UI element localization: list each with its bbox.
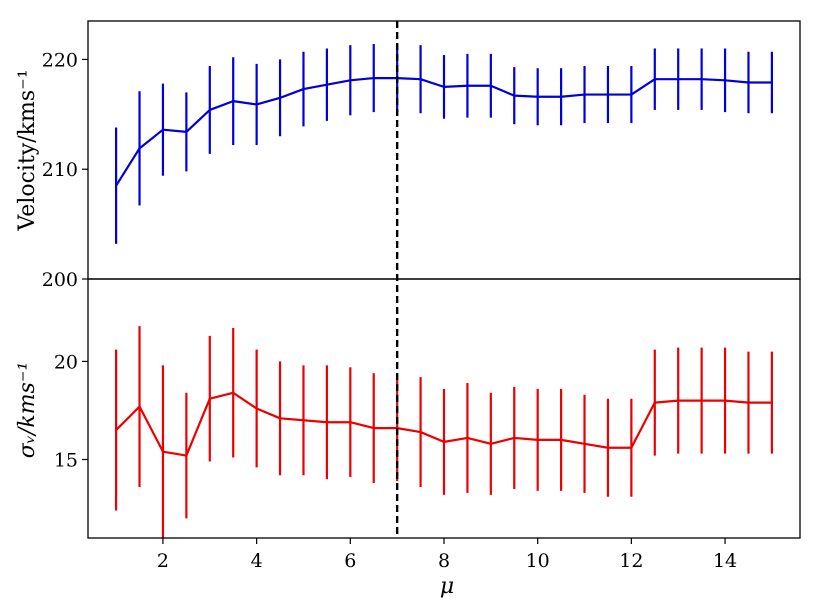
bottom-data-point	[208, 397, 211, 400]
top-data-point	[560, 95, 563, 98]
top-y-tick-label: 200	[42, 269, 78, 291]
x-axis-label: μ	[440, 574, 454, 599]
bottom-x-tick-label: 4	[251, 550, 263, 572]
bottom-data-point	[489, 442, 492, 445]
bottom-data-point	[723, 399, 727, 402]
top-data-point	[677, 78, 680, 81]
top-data-point	[372, 76, 375, 80]
bottom-data-point	[560, 438, 563, 441]
top-data-point	[536, 95, 539, 98]
panel-frames	[87, 20, 801, 539]
bottom-panel-frame	[87, 278, 801, 539]
bottom-data-point	[138, 405, 141, 408]
bottom-data-point	[325, 421, 328, 424]
bottom-y-axis-label: σᵥ/kms⁻¹	[15, 362, 40, 459]
top-y-tick-label: 210	[42, 159, 78, 181]
bottom-data-point	[583, 442, 586, 445]
bottom-data-point	[700, 399, 703, 402]
bottom-x-tick-label: 2	[157, 550, 169, 572]
bottom-data-point	[536, 438, 539, 441]
top-data-point	[161, 128, 165, 131]
bottom-data-point	[302, 419, 305, 422]
bottom-data-point	[255, 407, 258, 410]
bottom-panel: 15 20 2 4 6 8 10 12 14	[54, 326, 773, 572]
bottom-data-point	[372, 427, 375, 430]
top-data-point	[302, 87, 305, 91]
top-data-point	[513, 94, 516, 97]
bottom-data-point	[606, 446, 610, 449]
bottom-x-tick-label: 8	[438, 550, 450, 572]
bottom-data-point	[466, 436, 469, 440]
bottom-data-point	[419, 430, 422, 434]
top-data-point	[466, 84, 469, 87]
top-data-point	[606, 93, 610, 96]
top-data-point	[208, 108, 211, 112]
bottom-y-tick-label: 15	[54, 450, 78, 472]
bottom-data-point	[442, 440, 446, 443]
bottom-y-tick-label: 20	[54, 351, 78, 373]
top-data-point	[653, 78, 656, 81]
bottom-data-point	[115, 428, 118, 432]
bottom-x-tick-label: 10	[526, 550, 550, 572]
top-data-point	[747, 81, 750, 84]
top-data-point	[185, 130, 188, 133]
bottom-data-point	[232, 391, 235, 394]
top-y-axis-label: Velocity/kms⁻¹	[15, 69, 40, 231]
top-data-point	[115, 184, 118, 187]
bottom-data-point	[161, 450, 165, 453]
bottom-data-point	[653, 401, 656, 404]
bottom-x-tick-label: 14	[713, 550, 737, 572]
top-data-point	[700, 78, 703, 81]
top-data-point	[232, 100, 235, 103]
bottom-data-point	[677, 399, 680, 402]
bottom-x-tick-label: 6	[344, 550, 356, 572]
top-data-point	[442, 85, 446, 88]
top-data-point	[770, 81, 773, 84]
top-data-point	[419, 78, 422, 81]
top-panel: 200 210 220	[42, 44, 773, 291]
top-data-point	[255, 103, 258, 106]
bottom-data-point	[747, 401, 750, 404]
top-data-point	[349, 79, 352, 82]
top-data-point	[630, 93, 633, 96]
bottom-data-point	[278, 417, 282, 420]
bottom-data-point	[630, 446, 633, 449]
top-data-point	[723, 79, 727, 82]
top-data-point	[583, 93, 586, 96]
bottom-data-point	[349, 421, 352, 424]
bottom-x-tick-label: 12	[619, 550, 643, 572]
bottom-data-point	[185, 454, 188, 457]
top-y-tick-label: 220	[42, 49, 78, 71]
top-data-point	[138, 147, 141, 150]
bottom-data-point	[770, 401, 773, 404]
top-data-point	[278, 96, 282, 99]
top-data-point	[489, 84, 492, 87]
bottom-data-point	[513, 436, 516, 440]
top-data-point	[325, 83, 328, 86]
